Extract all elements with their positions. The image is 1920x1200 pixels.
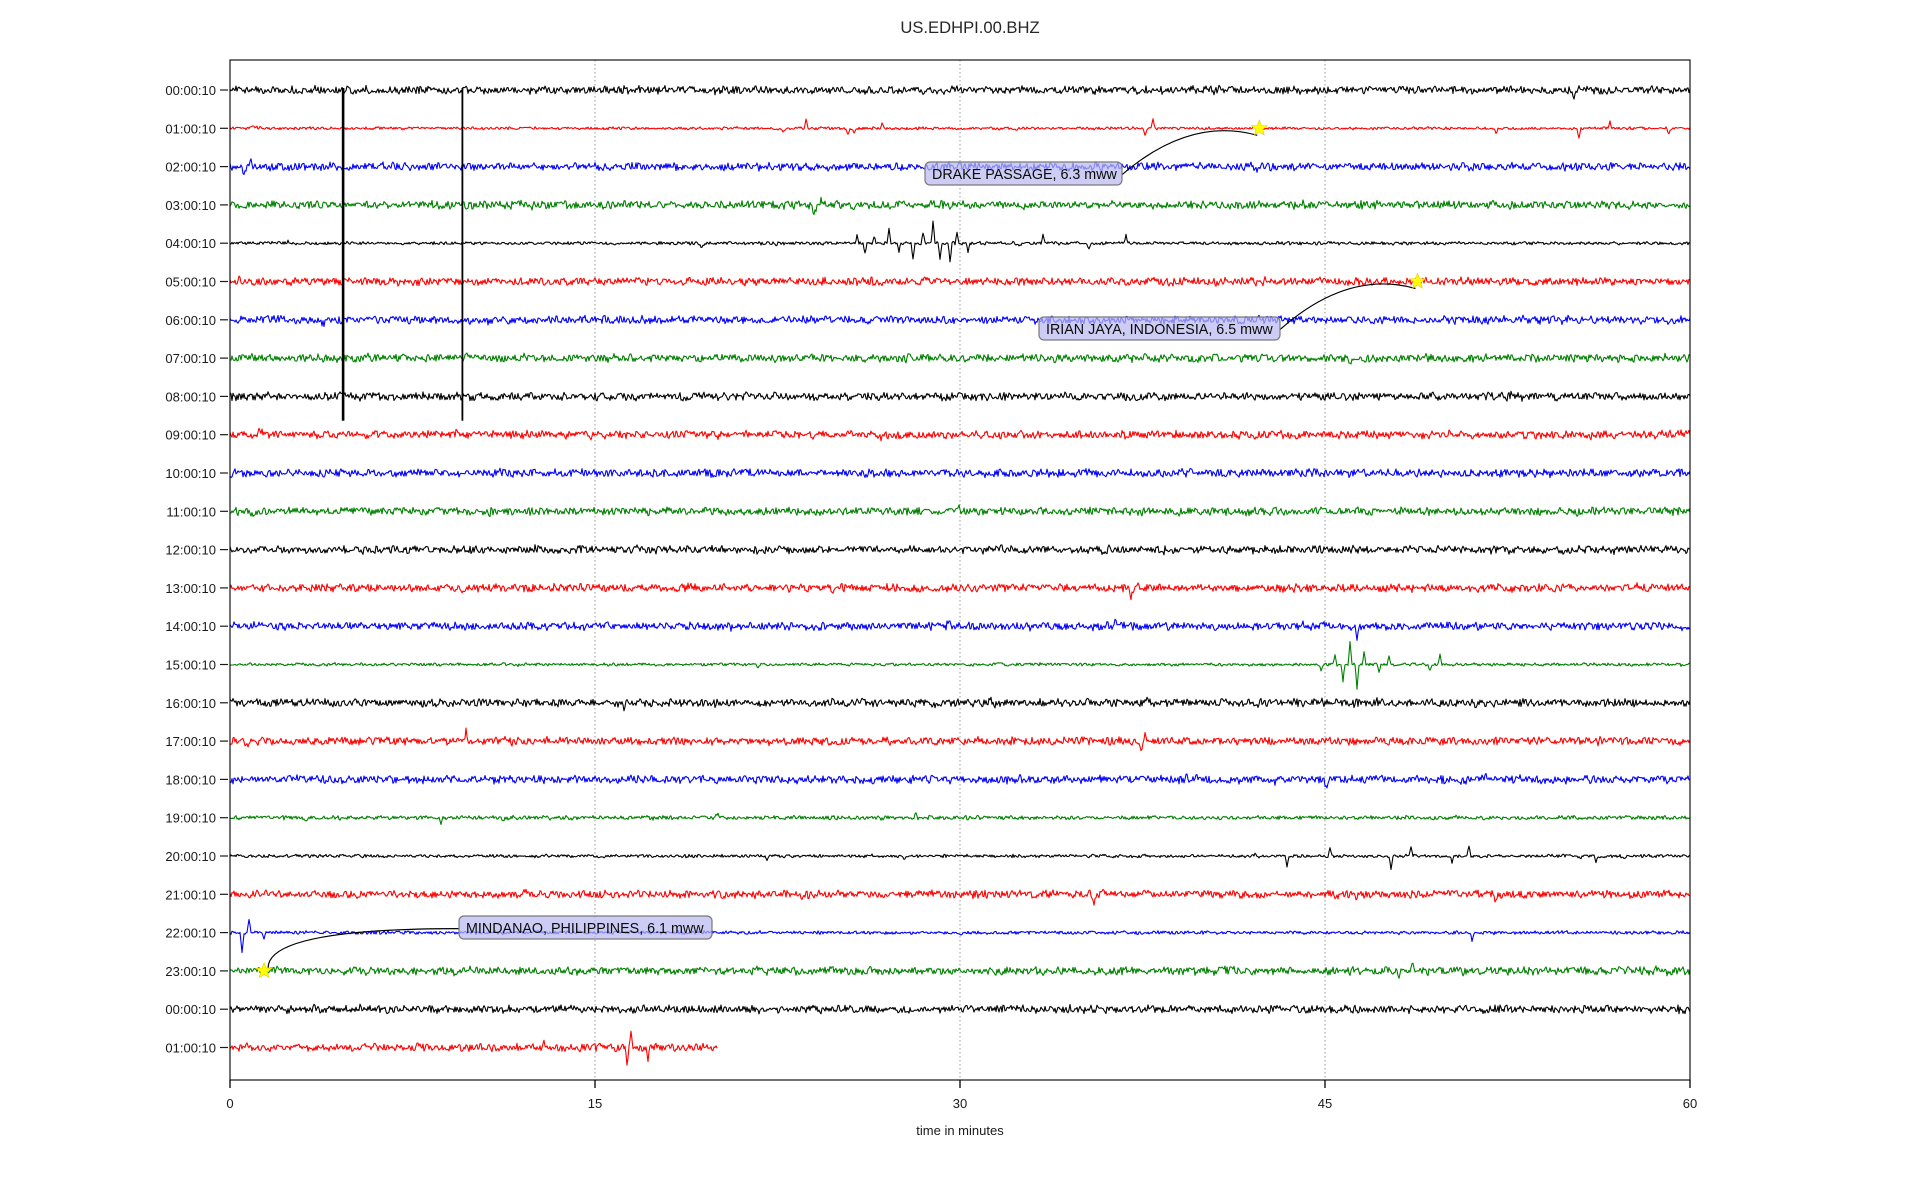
svg-text:16:00:10: 16:00:10 [165, 696, 216, 711]
svg-text:0: 0 [226, 1096, 233, 1111]
svg-text:04:00:10: 04:00:10 [165, 236, 216, 251]
svg-text:30: 30 [953, 1096, 967, 1111]
svg-text:17:00:10: 17:00:10 [165, 734, 216, 749]
svg-text:US.EDHPI.00.BHZ: US.EDHPI.00.BHZ [900, 18, 1039, 37]
svg-text:01:00:10: 01:00:10 [165, 1041, 216, 1056]
svg-text:18:00:10: 18:00:10 [165, 772, 216, 787]
svg-text:22:00:10: 22:00:10 [165, 926, 216, 941]
svg-text:14:00:10: 14:00:10 [165, 619, 216, 634]
svg-text:11:00:10: 11:00:10 [166, 504, 216, 519]
svg-text:05:00:10: 05:00:10 [165, 275, 216, 290]
svg-text:MINDANAO, PHILIPPINES, 6.1 mww: MINDANAO, PHILIPPINES, 6.1 mww [466, 921, 704, 937]
svg-text:time in minutes: time in minutes [916, 1123, 1004, 1138]
svg-text:IRIAN JAYA, INDONESIA, 6.5 mww: IRIAN JAYA, INDONESIA, 6.5 mww [1046, 322, 1273, 338]
svg-text:15:00:10: 15:00:10 [165, 658, 216, 673]
svg-text:08:00:10: 08:00:10 [165, 389, 216, 404]
svg-text:21:00:10: 21:00:10 [165, 887, 216, 902]
svg-text:00:00:10: 00:00:10 [165, 1002, 216, 1017]
svg-text:20:00:10: 20:00:10 [165, 849, 216, 864]
svg-text:07:00:10: 07:00:10 [165, 351, 216, 366]
svg-text:60: 60 [1683, 1096, 1697, 1111]
svg-text:01:00:10: 01:00:10 [165, 121, 216, 136]
svg-text:45: 45 [1318, 1096, 1332, 1111]
svg-text:06:00:10: 06:00:10 [165, 313, 216, 328]
svg-text:23:00:10: 23:00:10 [165, 964, 216, 979]
svg-text:09:00:10: 09:00:10 [165, 428, 216, 443]
svg-text:19:00:10: 19:00:10 [165, 811, 216, 826]
svg-text:10:00:10: 10:00:10 [165, 466, 216, 481]
svg-text:03:00:10: 03:00:10 [165, 198, 216, 213]
svg-text:15: 15 [588, 1096, 602, 1111]
svg-text:12:00:10: 12:00:10 [165, 543, 216, 558]
svg-text:00:00:10: 00:00:10 [165, 83, 216, 98]
svg-text:13:00:10: 13:00:10 [165, 581, 216, 596]
svg-text:DRAKE PASSAGE, 6.3 mww: DRAKE PASSAGE, 6.3 mww [932, 167, 1118, 183]
svg-text:02:00:10: 02:00:10 [165, 160, 216, 175]
